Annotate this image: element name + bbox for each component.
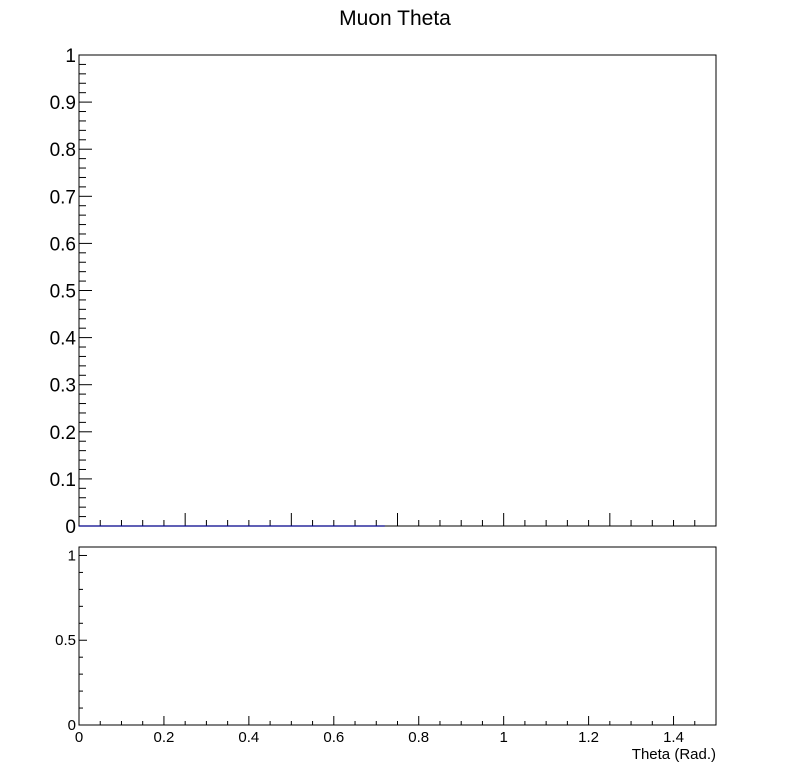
y-tick-label: 0.2 (50, 423, 76, 444)
y-tick-label: 0.7 (50, 187, 76, 208)
x-tick-label: 0.8 (408, 729, 429, 746)
x-tick-label: 1 (499, 729, 507, 746)
y-tick-label: 0.3 (50, 376, 76, 397)
y-tick-label: 0 (65, 517, 76, 538)
x-axis-label: Theta (Rad.) (632, 746, 716, 763)
x-tick-label: 0.2 (154, 729, 175, 746)
top-panel: 0 0.1 0.2 0.3 0.4 0.5 0.6 0.7 0.8 0.9 1 (50, 46, 717, 538)
top-plot-frame (78, 54, 717, 527)
bottom-y-axis: 00.51 (55, 547, 87, 734)
x-tick-label: 1.4 (663, 729, 684, 746)
top-x-axis (78, 513, 717, 526)
x-tick-label: 1.2 (578, 729, 599, 746)
x-tick-label: 0 (75, 729, 83, 746)
y-tick-label: 0.1 (50, 470, 76, 491)
y-tick-label: 0.9 (50, 93, 76, 114)
y-tick-label: 0.4 (50, 329, 77, 350)
y-tick-label: 0.8 (50, 140, 76, 161)
x-tick-label: 0.6 (323, 729, 344, 746)
y-tick-label: 1 (65, 46, 76, 67)
bottom-plot-frame (78, 546, 717, 726)
chart-title: Muon Theta (339, 7, 451, 30)
bottom-x-axis: 0 0.2 0.4 0.6 0.8 1 1.2 1.4 (75, 716, 717, 746)
y-tick-label: 1 (68, 547, 76, 564)
y-tick-label: 0.5 (50, 282, 76, 303)
top-y-axis: 0 0.1 0.2 0.3 0.4 0.5 0.6 0.7 0.8 0.9 1 (50, 46, 92, 538)
y-tick-label: 0.5 (55, 632, 76, 649)
x-tick-label: 0.4 (238, 729, 259, 746)
y-tick-label: 0.6 (50, 234, 76, 255)
y-tick-label: 0 (68, 717, 76, 734)
bottom-panel: 00.51 0 0.2 0.4 0.6 0.8 1 1.2 1.4 Theta (Rad.) (55, 546, 717, 763)
